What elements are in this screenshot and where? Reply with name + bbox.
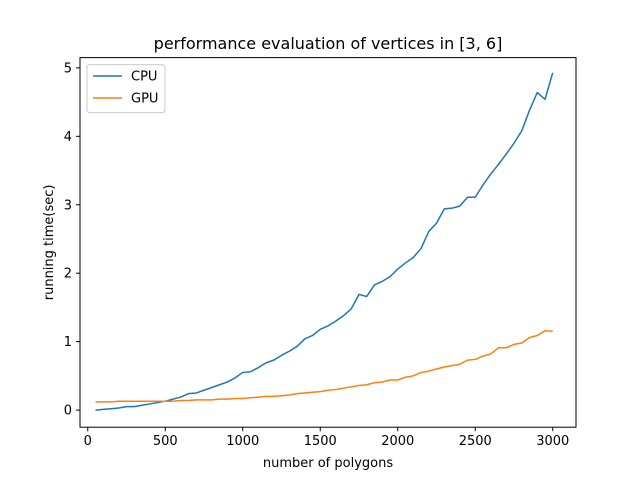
x-tick-label: 1000 [226,434,259,449]
x-tick-label: 0 [84,434,92,449]
legend-label-cpu: CPU [131,70,157,85]
y-tick-label: 1 [64,335,72,350]
x-tick-label: 500 [153,434,178,449]
legend-label-gpu: GPU [131,92,158,107]
legend: CPU GPU [86,64,166,114]
x-tick-label: 2500 [459,434,492,449]
chart-title: performance evaluation of vertices in [3… [154,34,503,53]
x-tick-label: 1500 [304,434,337,449]
y-tick-label: 3 [64,198,72,213]
x-tick-label: 2000 [381,434,414,449]
y-tick-label: 4 [64,130,72,145]
x-axis-label: number of polygons [263,456,393,471]
plot-area: 0 500 1000 1500 2000 2500 3000 0 1 2 3 4 5 [64,57,577,449]
y-axis-label: running time(sec) [42,185,57,301]
y-axis: 0 1 2 3 4 5 [64,61,80,419]
y-tick-label: 0 [64,404,72,419]
y-tick-label: 2 [64,267,72,282]
y-tick-label: 5 [64,61,72,76]
plot-frame [79,57,577,428]
series-line-gpu [95,329,553,403]
series-line-cpu [95,72,554,411]
series-lines [95,72,554,411]
x-tick-label: 3000 [536,434,569,449]
x-axis: 0 500 1000 1500 2000 2500 3000 [84,427,569,449]
